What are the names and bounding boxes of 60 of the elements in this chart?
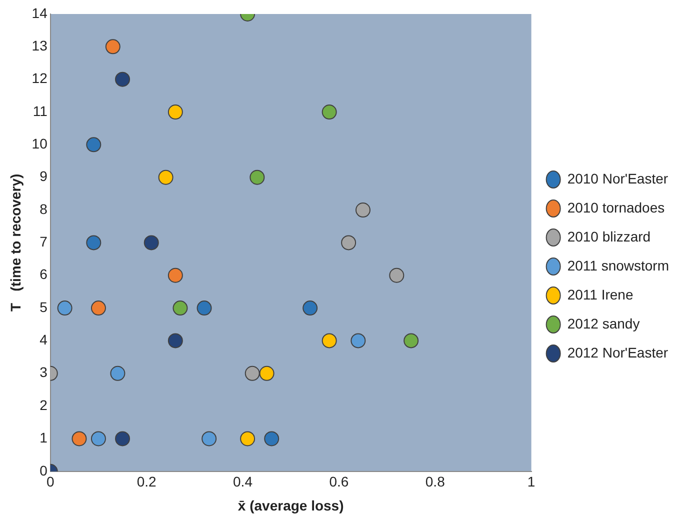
point <box>196 300 212 316</box>
x-tick-label: 0.2 <box>136 474 157 490</box>
point <box>115 431 130 446</box>
y-tick-label: 11 <box>32 102 48 119</box>
point <box>259 366 274 381</box>
point <box>244 366 260 381</box>
point <box>322 333 337 348</box>
point <box>202 431 217 446</box>
point <box>302 300 318 316</box>
y-tick-label: 0 <box>40 462 48 478</box>
y-tick-label: 3 <box>40 364 48 380</box>
y-tick-label: 5 <box>40 298 48 315</box>
y-tick-label: 14 <box>32 4 48 21</box>
y-tick-label: 4 <box>40 332 48 348</box>
point <box>86 235 102 250</box>
legend-label: 2012 sandy <box>567 315 640 332</box>
y-tick-label: 6 <box>40 266 48 282</box>
x-tick-label: 0.8 <box>425 474 446 490</box>
point <box>168 333 183 348</box>
point <box>158 170 174 185</box>
y-tick-label: 1 <box>40 430 48 446</box>
legend-label: 2010 Nor'Easter <box>567 170 668 186</box>
point <box>105 39 120 54</box>
y-tick-label: 13 <box>32 38 48 54</box>
point <box>350 333 366 348</box>
point <box>404 333 419 348</box>
y-tick-label: 8 <box>40 200 48 217</box>
legend-label: 2010 tornadoes <box>567 199 665 216</box>
x-tick-label: 1 <box>527 474 536 490</box>
y-axis-title: T (time to recovery) <box>7 174 24 312</box>
point <box>86 137 102 152</box>
point <box>264 431 280 446</box>
point <box>389 268 404 283</box>
point <box>250 170 265 185</box>
y-tick-label: 9 <box>40 168 48 184</box>
legend-label: 2012 Nor'Easter <box>567 344 668 360</box>
x-tick-label: 0.6 <box>329 474 349 490</box>
point <box>57 300 72 316</box>
legend-label: 2011 snowstorm <box>567 257 670 274</box>
x-axis-title: x̄ (average loss) <box>238 497 344 514</box>
point <box>115 72 130 87</box>
y-tick-label: 12 <box>32 70 48 86</box>
point <box>322 104 337 120</box>
point <box>240 431 256 446</box>
y-tick-label: 2 <box>40 396 48 413</box>
point <box>110 366 126 381</box>
point <box>90 431 106 446</box>
y-tick-label: 7 <box>40 234 48 250</box>
point <box>341 235 356 250</box>
point <box>168 104 183 120</box>
point <box>90 300 106 316</box>
x-tick-label: 0.4 <box>233 474 253 490</box>
point <box>168 268 183 283</box>
legend-label: 2010 blizzard <box>567 228 651 244</box>
y-tick-label: 10 <box>32 136 48 152</box>
point <box>172 300 188 316</box>
point <box>72 431 87 446</box>
point <box>144 235 159 250</box>
point <box>355 202 370 218</box>
legend-label: 2011 Irene <box>567 286 634 302</box>
